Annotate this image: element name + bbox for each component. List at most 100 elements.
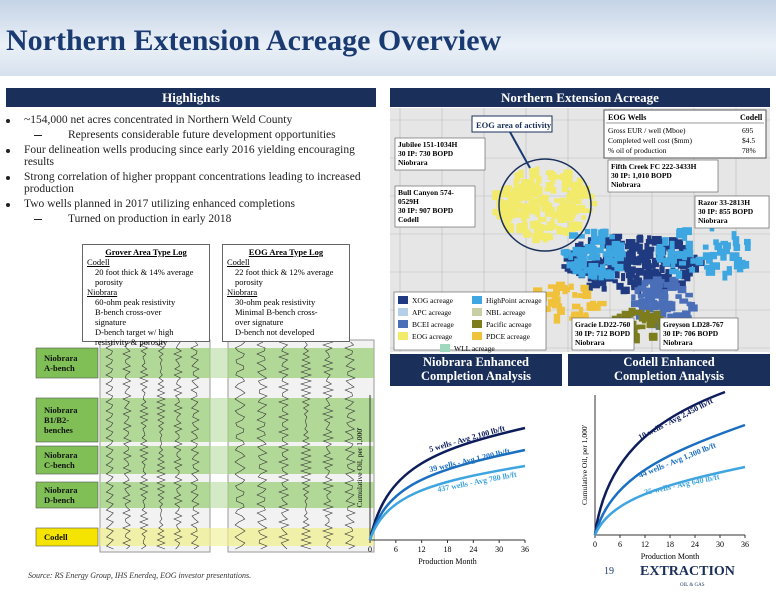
legend-label: Pacific acreage	[486, 320, 532, 329]
acreage-block	[635, 281, 646, 286]
log-trace	[344, 341, 356, 550]
acreage-block	[572, 264, 582, 269]
acreage-block	[647, 235, 652, 244]
acreage-block	[563, 286, 571, 293]
activity-circle	[498, 158, 592, 252]
acreage-block	[505, 223, 514, 233]
acreage-block	[516, 224, 524, 234]
acreage-block	[682, 227, 692, 236]
callout-text: Bull Canyon 574-	[398, 188, 454, 197]
acreage-block	[656, 243, 664, 249]
acreage-block	[662, 302, 671, 313]
acreage-block	[537, 216, 547, 222]
log-label: benches	[44, 425, 74, 435]
acreage-block	[550, 217, 555, 226]
acreage-block	[673, 312, 678, 321]
acreage-block	[657, 236, 662, 243]
log-trace	[190, 341, 200, 550]
x-tick-label: 6	[618, 540, 622, 549]
log-connector	[210, 398, 228, 442]
acreage-block	[515, 203, 525, 210]
log-band	[100, 398, 210, 442]
acreage-block	[628, 247, 638, 252]
acreage-block	[653, 310, 661, 320]
acreage-block	[587, 274, 593, 279]
type-log-line: D-bench target w/ high	[95, 327, 174, 337]
acreage-block	[655, 246, 665, 256]
acreage-block	[551, 172, 557, 181]
acreage-block	[496, 214, 502, 220]
acreage-block	[599, 264, 606, 269]
callout-box	[694, 195, 770, 229]
acreage-block	[681, 310, 691, 317]
type-log-line: porosity	[95, 277, 123, 287]
curve-label: 35 wells - Avg 640 lb/ft	[644, 472, 721, 497]
acreage-block	[546, 221, 555, 230]
acreage-block	[598, 270, 604, 281]
acreage-block	[552, 211, 558, 219]
log-label: Niobrara	[44, 450, 78, 460]
type-log-line: signature	[95, 317, 127, 327]
acreage-block	[674, 312, 683, 319]
curve	[368, 464, 526, 541]
x-tick-label: 18	[444, 545, 452, 554]
log-label-box	[35, 481, 99, 509]
acreage-block	[659, 264, 665, 270]
acreage-block	[496, 199, 504, 208]
acreage-block	[604, 241, 612, 248]
table-box	[603, 109, 767, 159]
acreage-block	[674, 239, 684, 247]
log-trace	[139, 341, 149, 550]
log-trace	[234, 341, 246, 550]
bullet-dot	[6, 149, 10, 153]
acreage-block	[591, 228, 598, 237]
bullet-text: Two wells planned in 2017 utilizing enha…	[24, 198, 295, 210]
arrow	[509, 131, 531, 169]
acreage-block	[650, 281, 657, 290]
acreage-block	[651, 317, 657, 324]
acreage-block	[501, 186, 511, 195]
acreage-block	[688, 304, 698, 312]
acreage-block	[631, 286, 636, 291]
acreage-block	[506, 191, 515, 198]
acreage-block	[545, 291, 555, 298]
acreage-block	[547, 284, 558, 289]
acreage-block	[704, 264, 712, 270]
acreage-block	[634, 287, 640, 294]
callout-box	[394, 185, 476, 228]
acreage-block	[536, 175, 542, 184]
curve-label: 437 wells - Avg 780 lb/ft	[437, 470, 518, 494]
acreage-block	[713, 239, 719, 246]
acreage-block	[688, 301, 696, 307]
callout-text: 30 IP: 712 BOPD	[575, 329, 631, 338]
type-log-line: Niobrara	[227, 287, 258, 297]
acreage-block	[568, 283, 574, 290]
acreage-block	[541, 225, 550, 231]
acreage-block	[502, 212, 511, 218]
acreage-block	[568, 203, 577, 210]
acreage-block	[690, 258, 696, 264]
header-band	[0, 0, 776, 76]
log-label: Niobrara	[44, 485, 78, 495]
acreage-block	[550, 178, 555, 185]
acreage-block	[625, 251, 631, 261]
x-tick-label: 12	[641, 540, 649, 549]
acreage-block	[644, 242, 650, 253]
type-log-line: Minimal B-bench cross-	[235, 307, 318, 317]
bullet-text: Four delineation wells producing since e…	[24, 144, 355, 168]
log-connector	[210, 446, 228, 474]
acreage-block	[668, 256, 677, 264]
acreage-block	[621, 310, 632, 320]
log-trace	[299, 341, 313, 550]
acreage-block	[655, 256, 661, 261]
log-label: A-bench	[44, 363, 75, 373]
legend-swatch	[398, 320, 408, 328]
callout-text: Jubilee 151-1034H	[398, 140, 458, 149]
acreage-block	[744, 242, 751, 251]
log-trace	[173, 341, 183, 550]
acreage-block	[545, 226, 554, 231]
acreage-block	[631, 242, 640, 249]
acreage-block	[646, 318, 656, 328]
acreage-block	[633, 259, 640, 266]
acreage-block	[614, 263, 624, 272]
